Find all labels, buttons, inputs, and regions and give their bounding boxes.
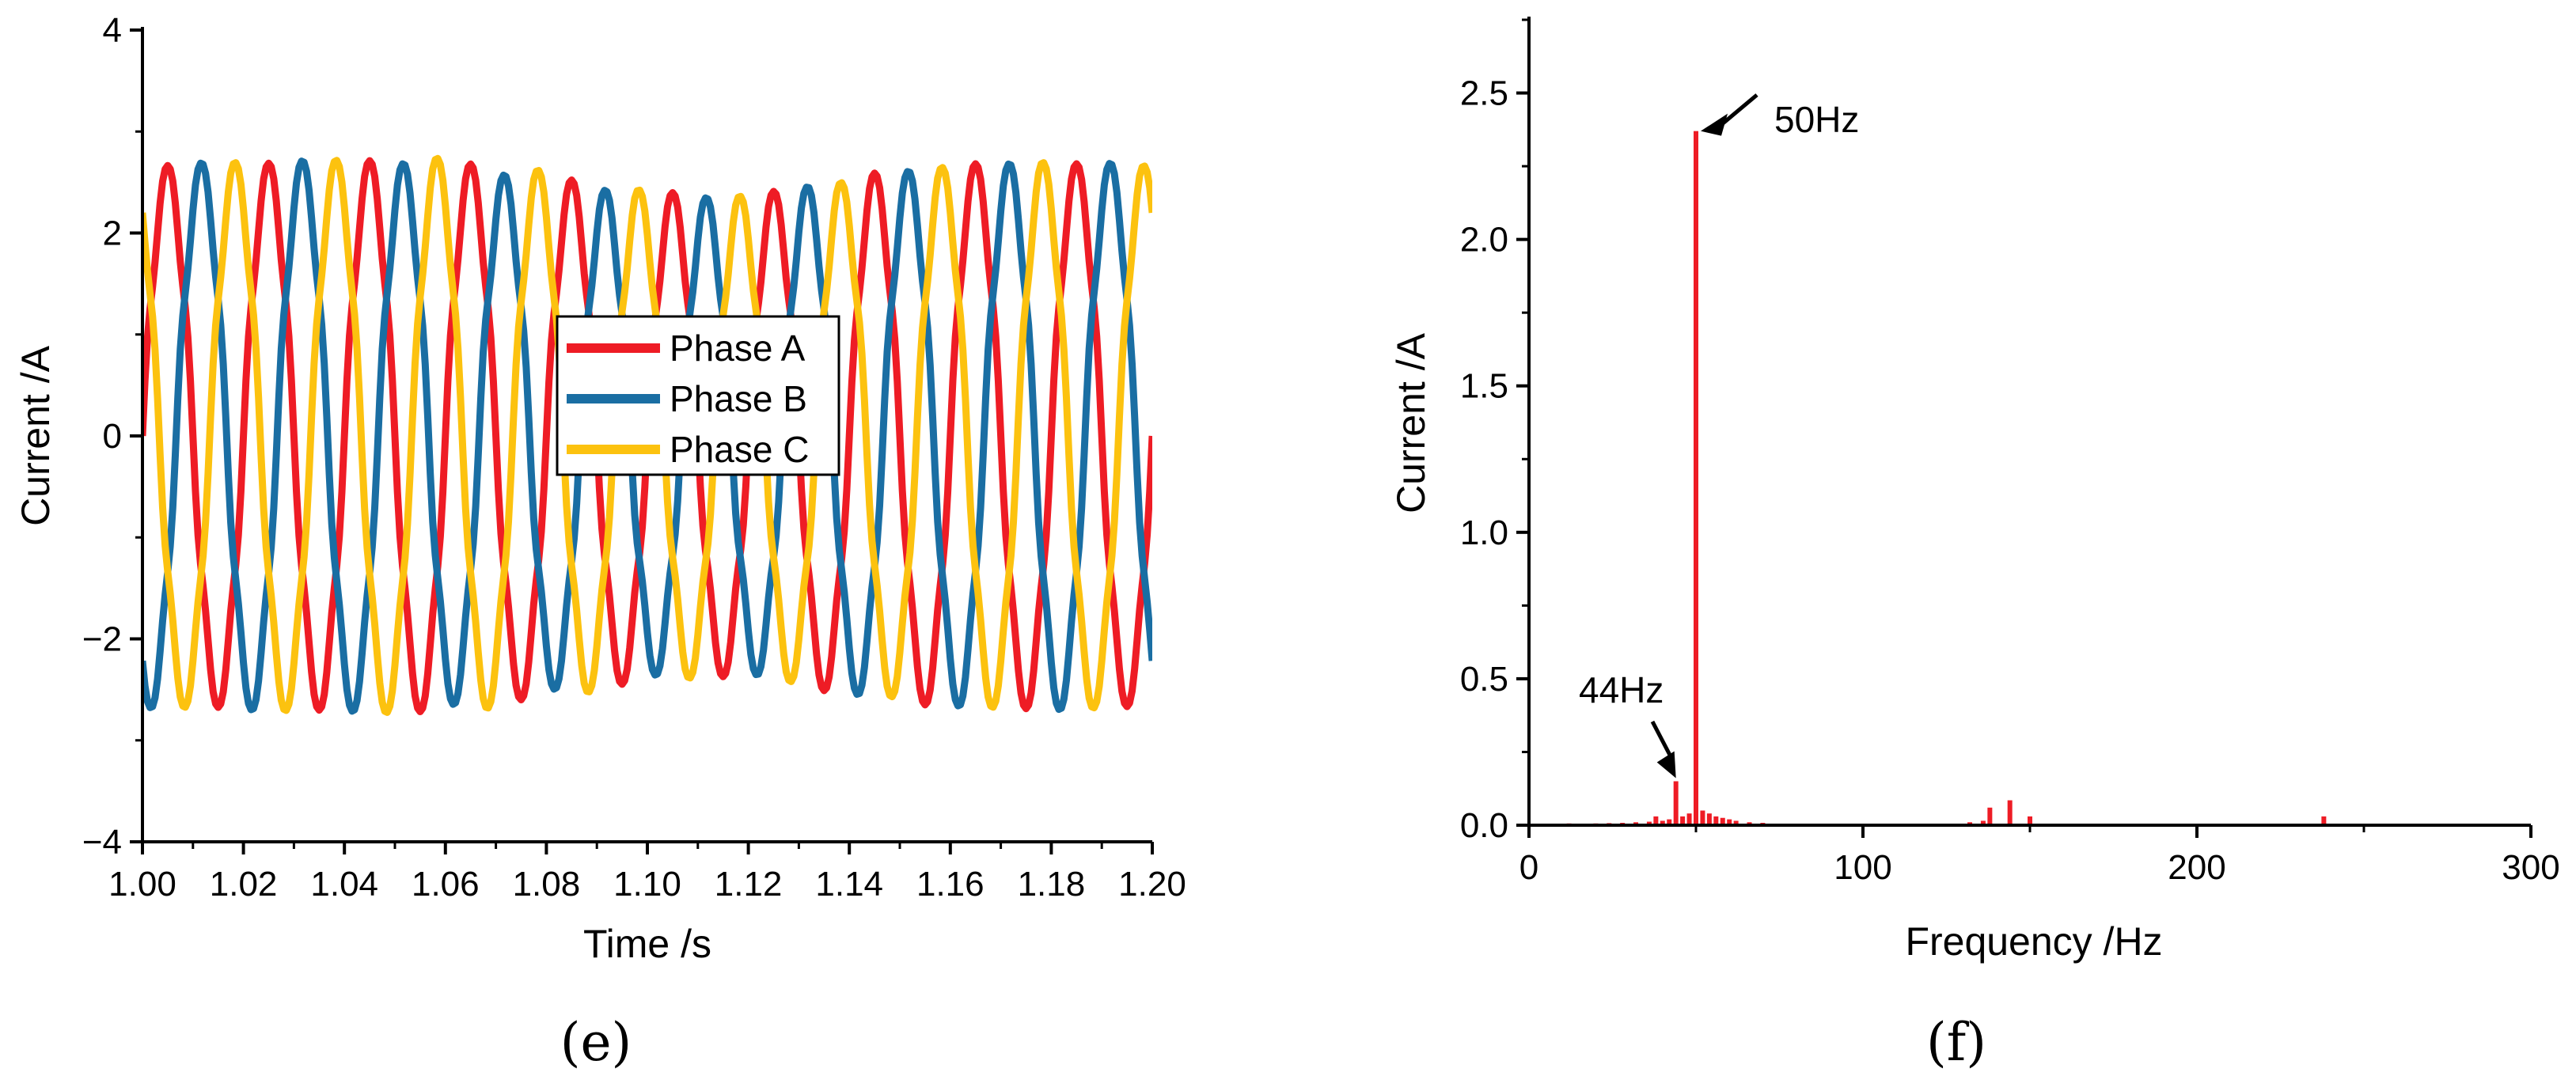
e-x-tick-label: 1.06 <box>412 865 480 904</box>
f-x-tick-label: 0 <box>1519 848 1538 887</box>
series-line-phase-b <box>142 157 1152 715</box>
annotation-arrowhead-50hz <box>1701 113 1728 136</box>
spectrum-bar <box>1673 781 1679 825</box>
f-y-tick-label: 1.0 <box>1460 513 1508 552</box>
f-axes: 0 100 200 300 0.0 0.5 1.0 1.5 2.0 2.5 <box>1460 17 2560 887</box>
spectrum-bar <box>1706 813 1712 825</box>
annotation-arrow-44hz <box>1650 720 1673 759</box>
f-y-tick-label: 2.5 <box>1460 74 1508 113</box>
series-line-phase-c <box>142 154 1152 716</box>
annotation-arrowhead-44hz <box>1656 751 1676 779</box>
f-x-tick-label: 100 <box>1834 848 1891 887</box>
e-y-tick-label: −4 <box>82 823 122 862</box>
panel-label-e: (e) <box>560 1012 632 1073</box>
e-x-tick-label: 1.18 <box>1018 865 1086 904</box>
annotation-50hz: 50Hz <box>1774 99 1859 140</box>
spectrum-bar <box>1686 813 1692 825</box>
spectrum-bar <box>1653 816 1659 825</box>
spectrum-bar <box>1733 820 1739 825</box>
spectrum-bar <box>1720 817 1725 825</box>
legend-label: Phase A <box>670 328 806 369</box>
f-x-axis-title: Frequency /Hz <box>1905 919 2162 964</box>
spectrum-bar <box>1646 821 1652 825</box>
e-x-tick-label: 1.02 <box>210 865 278 904</box>
f-annotations: 50Hz 44Hz <box>1579 93 1859 779</box>
spectrum-bar <box>1694 131 1698 825</box>
spectrum-bar <box>1713 816 1719 825</box>
spectrum-bar <box>1987 807 1993 825</box>
spectrum-bar <box>1980 820 1986 825</box>
e-x-axis-title: Time /s <box>583 922 711 966</box>
panel-label-f: (f) <box>1926 1012 1986 1073</box>
spectrum-bar <box>1680 816 1686 825</box>
spectrum-bar <box>1660 820 1665 825</box>
e-x-tick-label: 1.14 <box>815 865 883 904</box>
e-x-tick-label: 1.10 <box>613 865 681 904</box>
annotation-44hz: 44Hz <box>1579 669 1664 710</box>
f-y-tick-label: 0.0 <box>1460 806 1508 845</box>
e-x-tick-label: 1.08 <box>513 865 581 904</box>
e-x-tick-label: 1.00 <box>108 865 176 904</box>
panel-f-spectrum-chart: 0 100 200 300 0.0 0.5 1.0 1.5 2.0 2.5 50Hz 44Hz Fr… <box>1389 17 2560 1073</box>
f-y-tick-label: 1.5 <box>1460 367 1508 406</box>
spectrum-bar <box>2321 816 2327 825</box>
legend-label: Phase C <box>670 429 809 470</box>
e-y-tick-label: 4 <box>103 11 122 50</box>
legend-label: Phase B <box>670 378 807 419</box>
e-x-tick-label: 1.16 <box>916 865 984 904</box>
e-y-tick-label: −2 <box>82 620 122 659</box>
e-axes: 1.00 1.02 1.04 1.06 1.08 1.10 1.12 1.14 1.16 1.18… <box>82 11 1186 904</box>
e-x-tick-label: 1.20 <box>1118 865 1186 904</box>
spectrum-bar <box>1700 810 1705 825</box>
e-y-tick-label: 2 <box>103 214 122 253</box>
f-x-tick-label: 300 <box>2502 848 2559 887</box>
spectrum-bar <box>2028 816 2032 825</box>
spectrum-bar <box>2007 800 2013 825</box>
f-y-axis-title: Current /A <box>1389 332 1433 513</box>
legend: Phase A Phase B Phase C <box>556 315 840 476</box>
e-y-axis-title: Current /A <box>13 345 58 526</box>
spectrum-bar <box>1727 819 1732 825</box>
f-y-tick-label: 2.0 <box>1460 221 1508 260</box>
f-x-tick-label: 200 <box>2168 848 2225 887</box>
panel-e-time-chart: 1.00 1.02 1.04 1.06 1.08 1.10 1.12 1.14 1.16 1.18… <box>13 11 1186 1073</box>
e-x-tick-label: 1.12 <box>715 865 783 904</box>
annotation-arrow-50hz <box>1720 93 1758 127</box>
f-y-tick-label: 0.5 <box>1460 660 1508 699</box>
spectrum-bar <box>1667 819 1672 825</box>
e-x-tick-label: 1.04 <box>310 865 378 904</box>
spectrum-bars <box>1539 131 2350 825</box>
e-y-tick-label: 0 <box>103 417 122 456</box>
